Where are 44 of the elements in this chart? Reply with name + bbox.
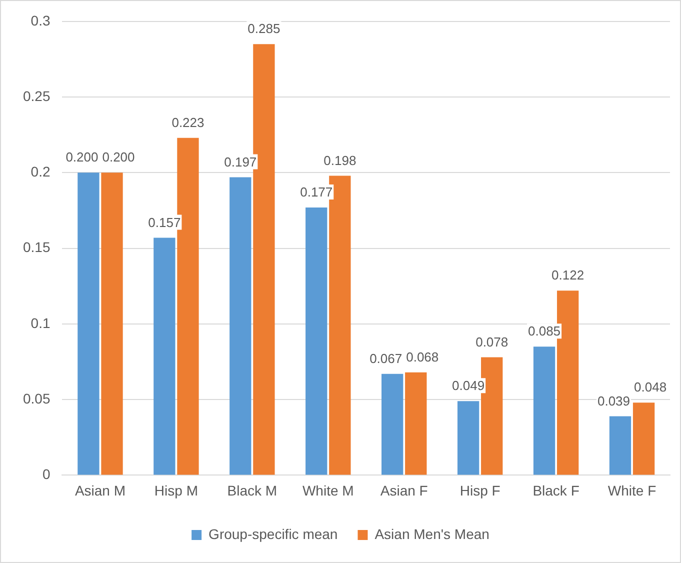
x-tick-label: White F	[608, 482, 656, 498]
data-label: 0.177	[300, 184, 333, 200]
data-label: 0.200	[66, 150, 98, 165]
legend-label: Group-specific mean	[208, 526, 338, 542]
bar	[405, 372, 427, 475]
bar	[632, 402, 655, 475]
data-label: 0.039	[597, 393, 630, 408]
bar	[609, 416, 632, 475]
x-tick-label: Hisp F	[460, 482, 500, 498]
y-tick-label: 0.2	[30, 164, 50, 180]
bar	[78, 172, 100, 475]
data-label: 0.122	[552, 268, 584, 283]
bar	[457, 401, 480, 475]
bar	[101, 172, 123, 475]
bar	[533, 346, 556, 475]
x-tick-label: White M	[302, 482, 354, 498]
data-label: 0.049	[452, 378, 485, 394]
y-tick-label: 0.25	[23, 88, 50, 104]
y-tick-label: 0.1	[30, 314, 50, 331]
data-label: 0.200	[102, 150, 135, 165]
legend-label: Asian Men's Mean	[374, 526, 490, 542]
bar	[382, 374, 404, 475]
data-label: 0.285	[248, 21, 280, 36]
bar	[154, 238, 176, 475]
x-tick-label: Black M	[227, 482, 278, 498]
data-label: 0.198	[324, 152, 356, 168]
x-tick-label: Black F	[532, 482, 580, 498]
y-tick-label: 0	[42, 466, 50, 482]
x-tick-label: Asian M	[74, 482, 126, 498]
data-label: 0.197	[224, 154, 257, 170]
bar	[230, 177, 252, 475]
y-tick-label: 0.15	[23, 239, 50, 256]
data-label: 0.157	[148, 214, 181, 230]
data-label: 0.078	[476, 334, 508, 350]
x-tick-label: Hisp M	[154, 482, 198, 498]
data-label: 0.048	[634, 380, 667, 395]
bar	[306, 207, 328, 475]
data-label: 0.068	[406, 349, 439, 364]
data-label: 0.223	[172, 114, 204, 130]
x-tick-label: Asian F	[380, 482, 428, 498]
y-tick-label: 0.05	[23, 390, 50, 406]
y-tick-label: 0.3	[30, 12, 50, 28]
data-label: 0.085	[528, 324, 561, 339]
data-label: 0.067	[370, 350, 402, 366]
